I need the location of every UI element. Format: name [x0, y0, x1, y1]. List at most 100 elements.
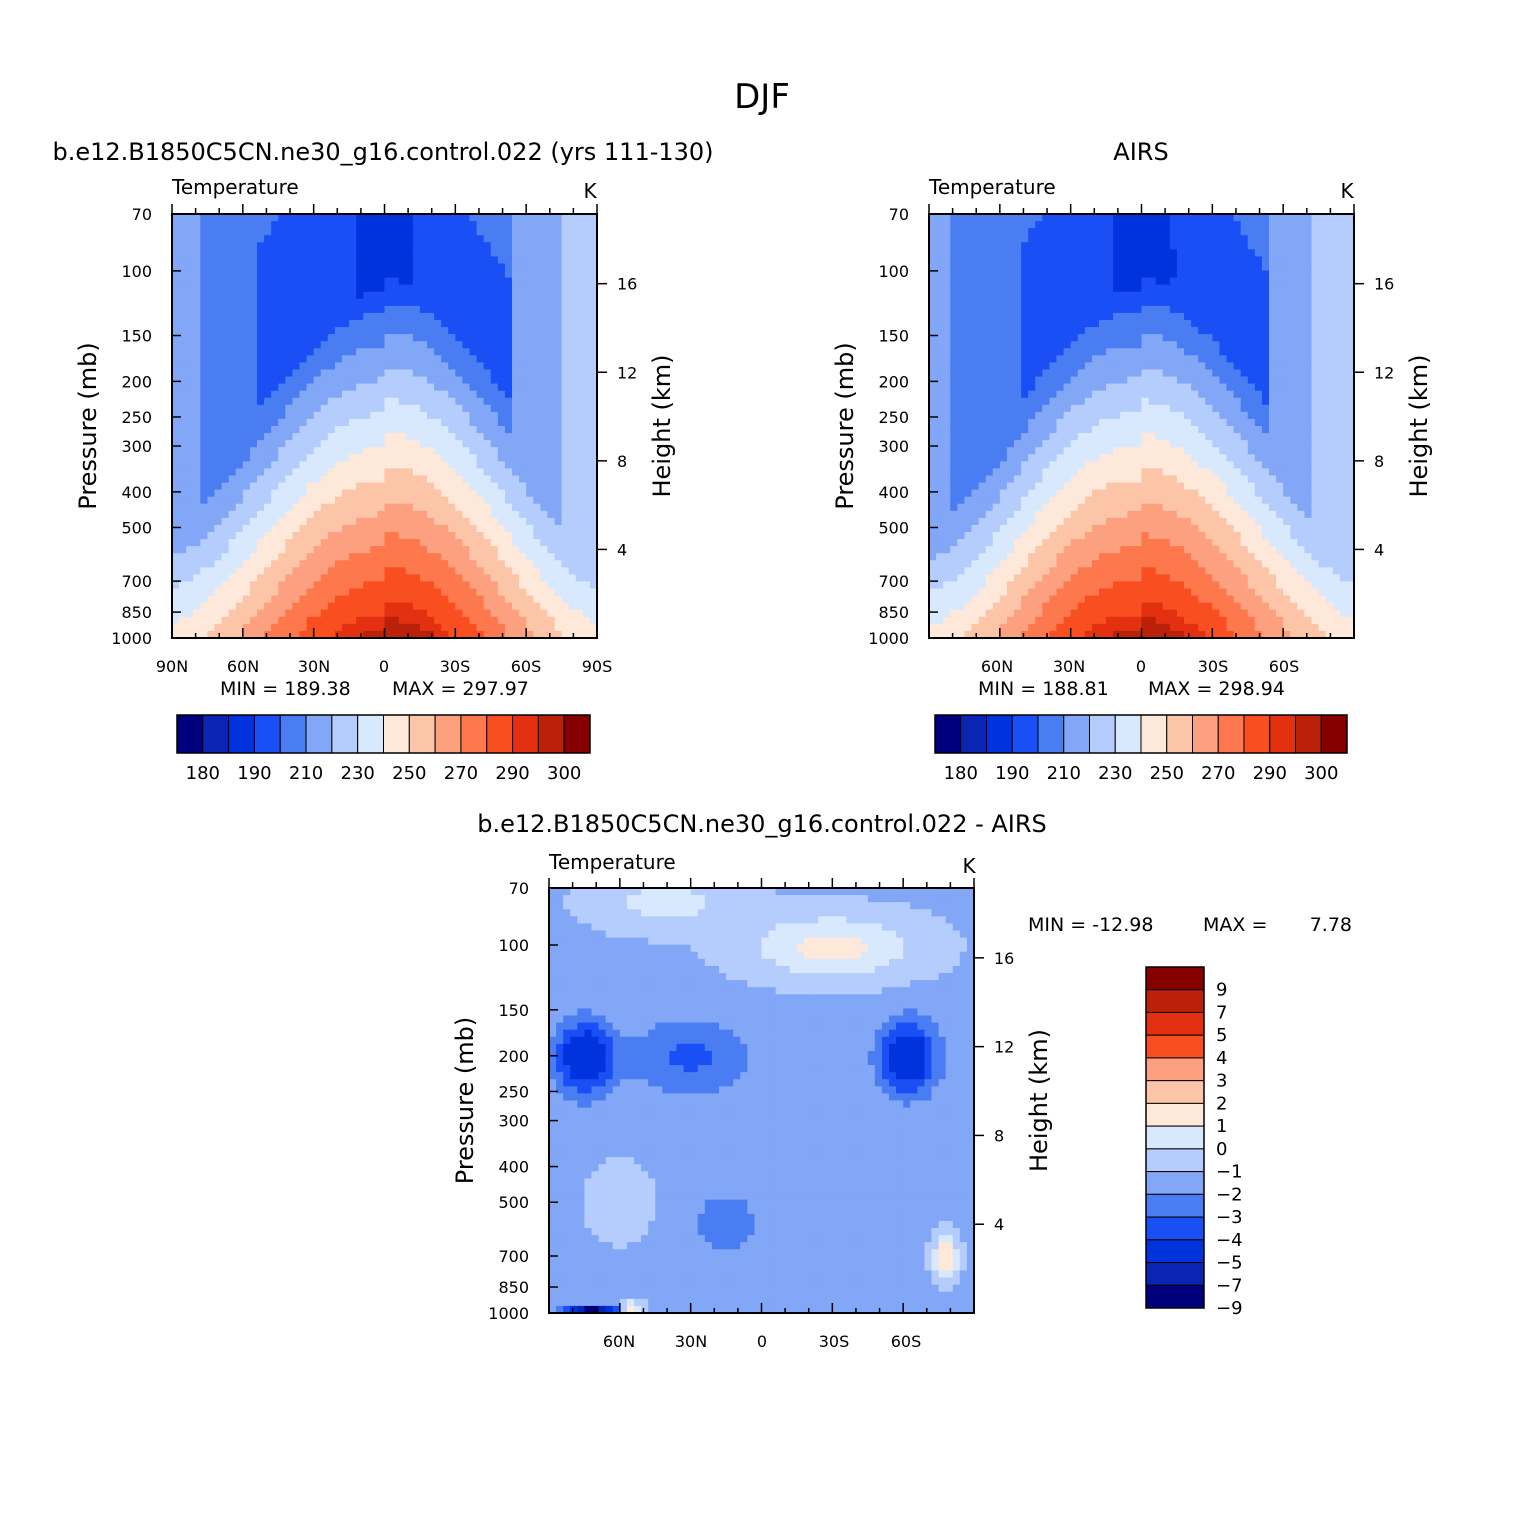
field-cell [1084, 256, 1093, 265]
field-cell [1134, 270, 1143, 279]
field-cell [377, 426, 386, 434]
field-cell [356, 390, 364, 399]
field-cell [999, 284, 1008, 293]
field-cell [1106, 305, 1114, 314]
field-cell [929, 242, 937, 250]
field-cell [519, 334, 527, 342]
field-cell [1134, 348, 1143, 356]
field-cell [405, 567, 414, 575]
field-cell [349, 320, 357, 328]
field-cell [1205, 312, 1213, 321]
field-cell [568, 390, 577, 399]
field-cell [469, 418, 478, 427]
field-cell [434, 440, 442, 448]
field-cell [561, 369, 570, 378]
field-cell [327, 369, 336, 378]
field-cell [1205, 249, 1213, 257]
field-cell [519, 390, 527, 399]
field-cell [1028, 256, 1036, 265]
field-cell [242, 503, 251, 512]
field-cell [398, 496, 407, 505]
field-cell [179, 581, 187, 590]
field-cell [257, 284, 265, 293]
field-cell [575, 461, 584, 469]
field-cell [278, 602, 286, 611]
field-cell [1162, 228, 1171, 236]
field-cell [1332, 291, 1341, 300]
field-cell [943, 228, 951, 236]
field-cell [327, 475, 336, 484]
field-cell [363, 517, 371, 526]
field-cell [497, 235, 506, 243]
field-cell [427, 440, 435, 448]
field-cell [370, 532, 379, 540]
field-cell [540, 397, 549, 406]
field-cell [306, 312, 315, 321]
field-cell [200, 539, 209, 547]
field-cell [370, 524, 379, 533]
field-cell [419, 341, 428, 349]
field-cell [285, 496, 294, 505]
field-cell [540, 312, 549, 321]
field-cell [950, 249, 958, 257]
field-cell [221, 305, 230, 314]
field-cell [1254, 291, 1263, 300]
field-cell [384, 256, 393, 265]
field-cell [497, 214, 506, 222]
field-cell [292, 574, 301, 583]
field-cell [992, 334, 1001, 342]
field-cell [193, 376, 201, 385]
field-cell [342, 298, 350, 307]
field-cell [427, 574, 435, 583]
field-cell [1191, 228, 1199, 236]
field-cell [554, 376, 563, 385]
field-cell [186, 249, 194, 257]
field-cell [483, 461, 492, 469]
field-cell [575, 468, 584, 477]
field-cell [320, 468, 329, 477]
field-cell [405, 334, 414, 342]
field-cell [249, 623, 258, 632]
field-cell [179, 623, 187, 632]
field-cell [1261, 284, 1270, 293]
field-cell [462, 298, 471, 307]
field-cell [214, 560, 223, 568]
field-cell [1233, 334, 1242, 342]
field-cell [249, 291, 258, 300]
field-cell [1212, 327, 1221, 335]
field-cell [575, 305, 584, 314]
field-cell [292, 524, 301, 533]
field-cell [469, 426, 478, 434]
field-cell [504, 623, 513, 632]
field-cell [1233, 327, 1242, 335]
field-cell [526, 263, 534, 272]
field-cell [455, 291, 464, 300]
field-cell [1283, 221, 1291, 229]
field-cell [1106, 235, 1114, 243]
field-cell [497, 553, 506, 561]
field-cell [271, 362, 279, 371]
field-cell [1290, 235, 1298, 243]
field-cell [412, 277, 421, 286]
field-cell [582, 263, 591, 272]
field-cell [554, 461, 563, 469]
field-cell [186, 595, 194, 604]
field-cell [476, 383, 485, 392]
field-cell [1155, 277, 1164, 286]
field-cell [427, 411, 435, 420]
field-cell [292, 602, 301, 611]
field-cell [1339, 355, 1348, 363]
field-cell [257, 270, 265, 279]
field-cell [1084, 298, 1093, 307]
field-cell [349, 517, 357, 526]
field-cell [235, 362, 244, 371]
field-cell [427, 249, 435, 257]
field-cell [434, 532, 442, 540]
field-cell [1141, 298, 1150, 307]
field-cell [497, 221, 506, 229]
field-cell [462, 567, 471, 575]
field-cell [540, 475, 549, 484]
field-cell [992, 270, 1001, 279]
field-cell [504, 574, 513, 583]
field-cell [441, 510, 449, 519]
